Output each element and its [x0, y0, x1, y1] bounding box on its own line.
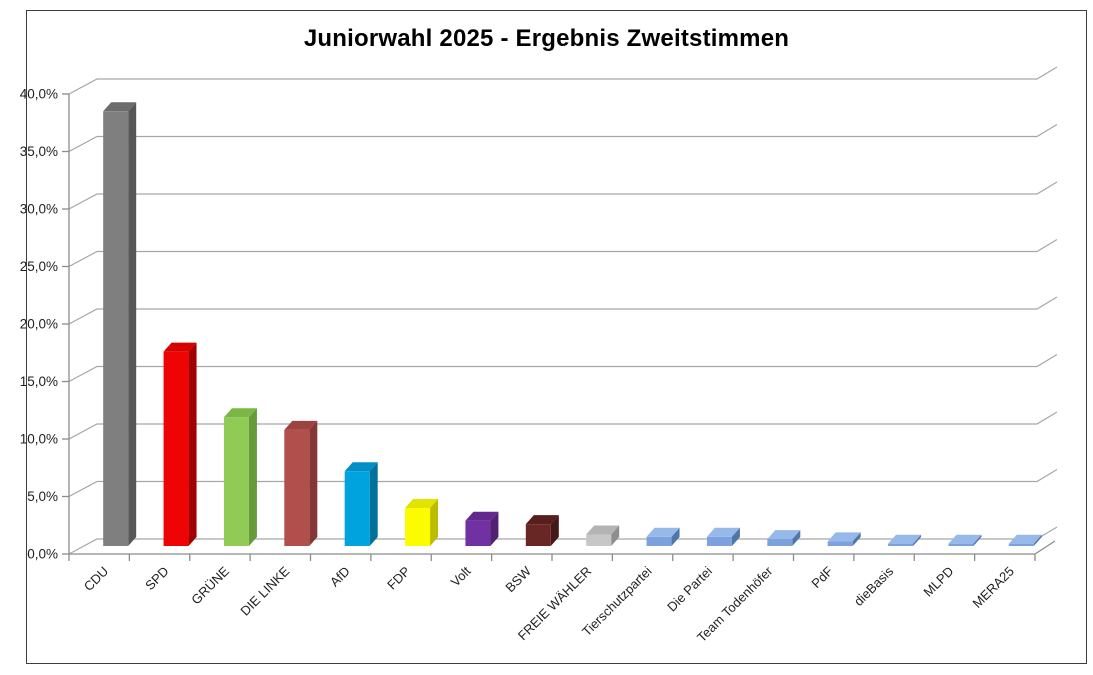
bar-die-partei: [706, 527, 740, 546]
bar-side-face: [430, 499, 439, 546]
bar-front-face: [223, 417, 249, 546]
bar-top-face: [706, 527, 740, 537]
bar-gr-ne: [223, 408, 257, 546]
x-axis-category-label: MERA25: [970, 564, 1017, 611]
bar-front-face: [827, 541, 853, 546]
gridline: [68, 468, 1058, 498]
bar-side-face: [550, 515, 559, 546]
bar-front-face: [163, 351, 189, 546]
gridline: [68, 238, 1058, 268]
bar-top-face: [767, 530, 801, 540]
bar-front-face: [888, 543, 914, 546]
bar-top-face: [827, 532, 861, 542]
x-axis-category-label: FDP: [384, 564, 413, 593]
bar-side-face: [611, 525, 620, 546]
gridline: [68, 296, 1058, 325]
bar-front-face: [1008, 543, 1034, 546]
bar-front-face: [465, 520, 491, 546]
y-axis-tick-label: 10,0%: [20, 432, 58, 447]
bar-side-face: [1033, 534, 1042, 546]
bar-side-face: [188, 342, 197, 546]
chart-outer-border: [26, 10, 1087, 664]
bar-top-face: [888, 534, 922, 544]
bar-side-face: [731, 527, 740, 546]
gridline: [68, 526, 1058, 555]
bar-tierschutzpartei: [646, 527, 680, 546]
x-axis-category-label: MLPD: [920, 564, 956, 600]
bar-top-face: [103, 102, 137, 112]
bar-afd: [344, 462, 378, 546]
bar-die-linke: [284, 420, 318, 546]
bar-fdp: [405, 499, 439, 546]
gridline: [68, 353, 1058, 383]
x-axis-category-label: DIE LINKE: [237, 563, 292, 618]
bar-side-face: [852, 532, 861, 546]
chart-title: Juniorwahl 2025 - Ergebnis Zweitstimmen: [303, 25, 790, 52]
bar-top-face: [284, 420, 318, 430]
bar-bsw: [525, 515, 559, 546]
y-axis-tick-label: 30,0%: [20, 202, 58, 217]
bar-side-face: [369, 462, 378, 546]
bar-mera25: [1008, 534, 1042, 546]
x-axis-category-label: dieBasis: [851, 563, 897, 609]
bar-side-face: [973, 534, 982, 546]
gridline: [68, 66, 1058, 95]
bar-side-face: [128, 102, 137, 547]
bar-side-face: [671, 527, 680, 546]
bar-mlpd: [948, 534, 982, 546]
x-axis-category-label: AfD: [327, 564, 353, 590]
bar-front-face: [767, 539, 793, 546]
bar-top-face: [586, 525, 620, 535]
gridline: [68, 181, 1058, 210]
bar-front-face: [586, 534, 612, 546]
x-axis-category-label: Die Partei: [664, 563, 715, 614]
bar-side-face: [913, 534, 922, 546]
gridline: [68, 411, 1058, 440]
y-axis-tick-label: 35,0%: [20, 144, 58, 159]
bar-top-face: [223, 408, 257, 418]
y-axis-tick-label: 20,0%: [20, 317, 58, 332]
bar-top-face: [405, 499, 439, 509]
bar-top-face: [646, 527, 680, 537]
y-axis-tick-label: 0,0%: [27, 547, 58, 562]
bar-front-face: [284, 429, 310, 546]
bar-front-face: [706, 536, 732, 546]
x-axis-category-label: PdF: [808, 563, 836, 591]
bar-side-face: [309, 420, 318, 546]
bar-top-face: [1008, 534, 1042, 544]
y-axis-tick-label: 25,0%: [20, 259, 58, 274]
bar-side-face: [490, 511, 499, 546]
y-axis-tick-label: 5,0%: [27, 489, 58, 504]
bar-volt: [465, 511, 499, 546]
x-axis-category-label: GRÜNE: [188, 563, 232, 607]
bar-front-face: [948, 543, 974, 546]
x-axis-category-label: Volt: [448, 563, 474, 589]
bar-pdf: [827, 532, 861, 546]
bar-front-face: [344, 471, 370, 546]
bar-top-face: [344, 462, 378, 472]
bar-front-face: [525, 524, 551, 546]
bar-front-face: [646, 536, 672, 546]
bar-spd: [163, 342, 197, 546]
bar-diebasis: [888, 534, 922, 546]
bar-freie-w-hler: [586, 525, 620, 546]
bar-top-face: [525, 515, 559, 525]
y-axis-tick-label: 15,0%: [20, 374, 58, 389]
bar-cdu: [103, 102, 137, 547]
y-axis-tick-label: 40,0%: [20, 87, 58, 102]
bar-side-face: [792, 530, 801, 546]
bar-front-face: [103, 111, 129, 547]
bar-side-face: [248, 408, 257, 546]
bar-top-face: [163, 342, 197, 352]
bar-team-todenh-fer: [767, 530, 801, 546]
bar-top-face: [948, 534, 982, 544]
x-axis-category-label: BSW: [502, 563, 534, 595]
x-axis-category-label: CDU: [81, 564, 112, 595]
bar-top-face: [465, 511, 499, 521]
gridline: [68, 123, 1058, 153]
x-axis-category-label: SPD: [142, 564, 172, 594]
bar-front-face: [405, 508, 431, 546]
